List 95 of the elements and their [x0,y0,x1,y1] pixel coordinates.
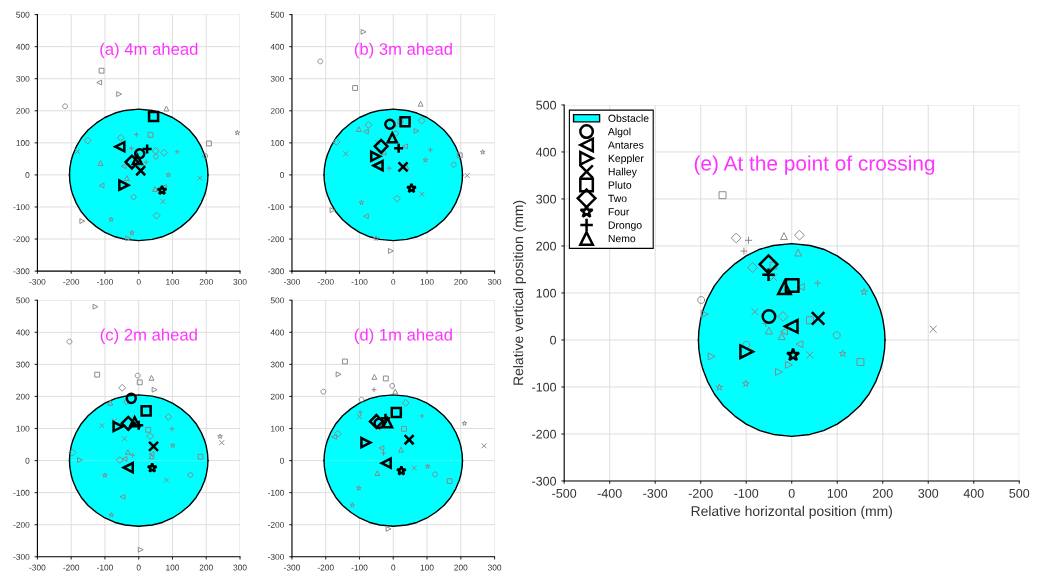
x-tick-label: 300 [233,564,247,571]
x-tick-label: 300 [233,278,247,285]
x-tick-label: -300 [643,488,668,498]
x-tick-label: 0 [391,564,396,571]
legend-label: Halley [608,167,637,178]
y-tick-label: 500 [270,297,284,304]
x-tick-label: 100 [420,278,434,285]
legend-label: Four [608,208,630,216]
y-tick-label: 500 [16,297,30,304]
x-tick-label: 100 [420,564,434,571]
y-tick-label: 200 [270,107,284,114]
y-axis-title: Relative vertical position (mm) [513,200,526,385]
y-tick-label: -200 [268,236,284,243]
y-tick-label: 100 [271,140,284,146]
y-tick-label: -100 [268,204,284,211]
x-tick-label: -200 [63,278,80,285]
x-tick-label: 200 [872,488,893,498]
y-tick-label: -300 [13,553,30,560]
x-tick-label: -100 [351,564,368,571]
x-tick-label: 300 [487,564,502,571]
y-tick-label: 400 [16,43,30,50]
x-tick-label: -200 [317,278,334,285]
y-tick-label: 200 [270,393,284,400]
y-tick-label: 200 [16,107,30,114]
legend-label: Antares [607,141,644,149]
x-tick-label: 200 [454,278,468,285]
y-tick-label: 300 [270,75,284,82]
y-tick-label: 500 [536,100,557,110]
y-tick-label: 300 [16,361,30,368]
x-tick-label: -100 [351,278,368,285]
y-tick-label: 400 [270,43,284,50]
x-tick-label: 200 [199,564,213,571]
legend-label: Pluto [608,181,632,189]
y-tick-label: -200 [13,236,30,243]
y-tick-label: 0 [25,457,30,464]
x-tick-label: 0 [136,564,141,571]
x-tick-label: 0 [391,278,396,285]
y-tick-label: -300 [532,476,557,486]
y-tick-label: 100 [16,425,30,432]
y-tick-label: 0 [280,457,284,464]
legend-label: Drongo [608,221,642,231]
x-tick-label: 0 [788,488,795,498]
legend-label: Nemo [608,234,636,243]
y-tick-label: -200 [532,429,557,439]
x-tick-label: -100 [734,488,759,498]
x-tick-label: 200 [199,278,213,285]
text: (b) 3m ahead [354,42,452,59]
y-tick-label: 200 [16,393,30,400]
y-tick-label: 100 [16,140,30,146]
x-tick-label: -500 [552,488,577,498]
x-tick-label: 500 [1009,488,1030,498]
y-tick-label: 300 [270,361,284,368]
legend-label: Algol [607,127,631,138]
y-tick-label: 400 [535,147,557,157]
y-tick-label: -200 [13,521,30,528]
legend-label: Two [608,194,627,203]
y-tick-label: 400 [16,329,30,336]
legend-label: Keppler [608,154,644,165]
x-tick-label: -200 [317,564,334,571]
y-tick-label: -300 [13,268,30,275]
text: (d) 1m ahead [354,328,452,344]
x-tick-label: 300 [918,488,939,498]
x-tick-label: -400 [597,488,622,498]
x-tick-label: 0 [136,278,141,285]
y-tick-label: 300 [16,75,30,82]
y-tick-label: -200 [268,521,284,528]
y-tick-label: 100 [536,288,557,298]
x-tick-label: -100 [96,278,113,285]
x-tick-label: 100 [166,564,180,571]
y-tick-label: -300 [268,268,284,275]
text: (a) 4m ahead [100,42,198,59]
text: (c) 2m ahead [100,328,197,344]
x-tick-label: -200 [63,564,80,571]
y-tick-label: -100 [13,204,30,211]
y-tick-label: 200 [536,241,557,251]
x-tick-label: 300 [487,278,502,285]
y-tick-label: -100 [532,382,557,392]
y-tick-label: 500 [16,11,30,18]
legend-label: Obstacle [608,114,649,122]
x-tick-label: 400 [963,488,984,498]
x-axis-title: Relative horizontal position (mm) [691,505,892,519]
y-tick-label: 300 [536,194,557,204]
x-tick-label: -200 [688,488,713,498]
y-tick-label: 0 [25,172,30,178]
y-tick-label: 0 [550,335,557,345]
x-tick-label: 100 [166,278,180,285]
y-tick-label: 500 [270,11,284,18]
text: (e) At the point of crossing [694,155,935,175]
y-tick-label: 0 [280,172,284,178]
x-tick-label: 200 [454,564,468,571]
y-tick-label: 100 [271,425,284,432]
x-tick-label: 100 [827,488,848,498]
x-tick-label: -100 [96,564,113,571]
y-tick-label: 400 [270,329,284,336]
y-tick-label: -300 [268,553,284,560]
